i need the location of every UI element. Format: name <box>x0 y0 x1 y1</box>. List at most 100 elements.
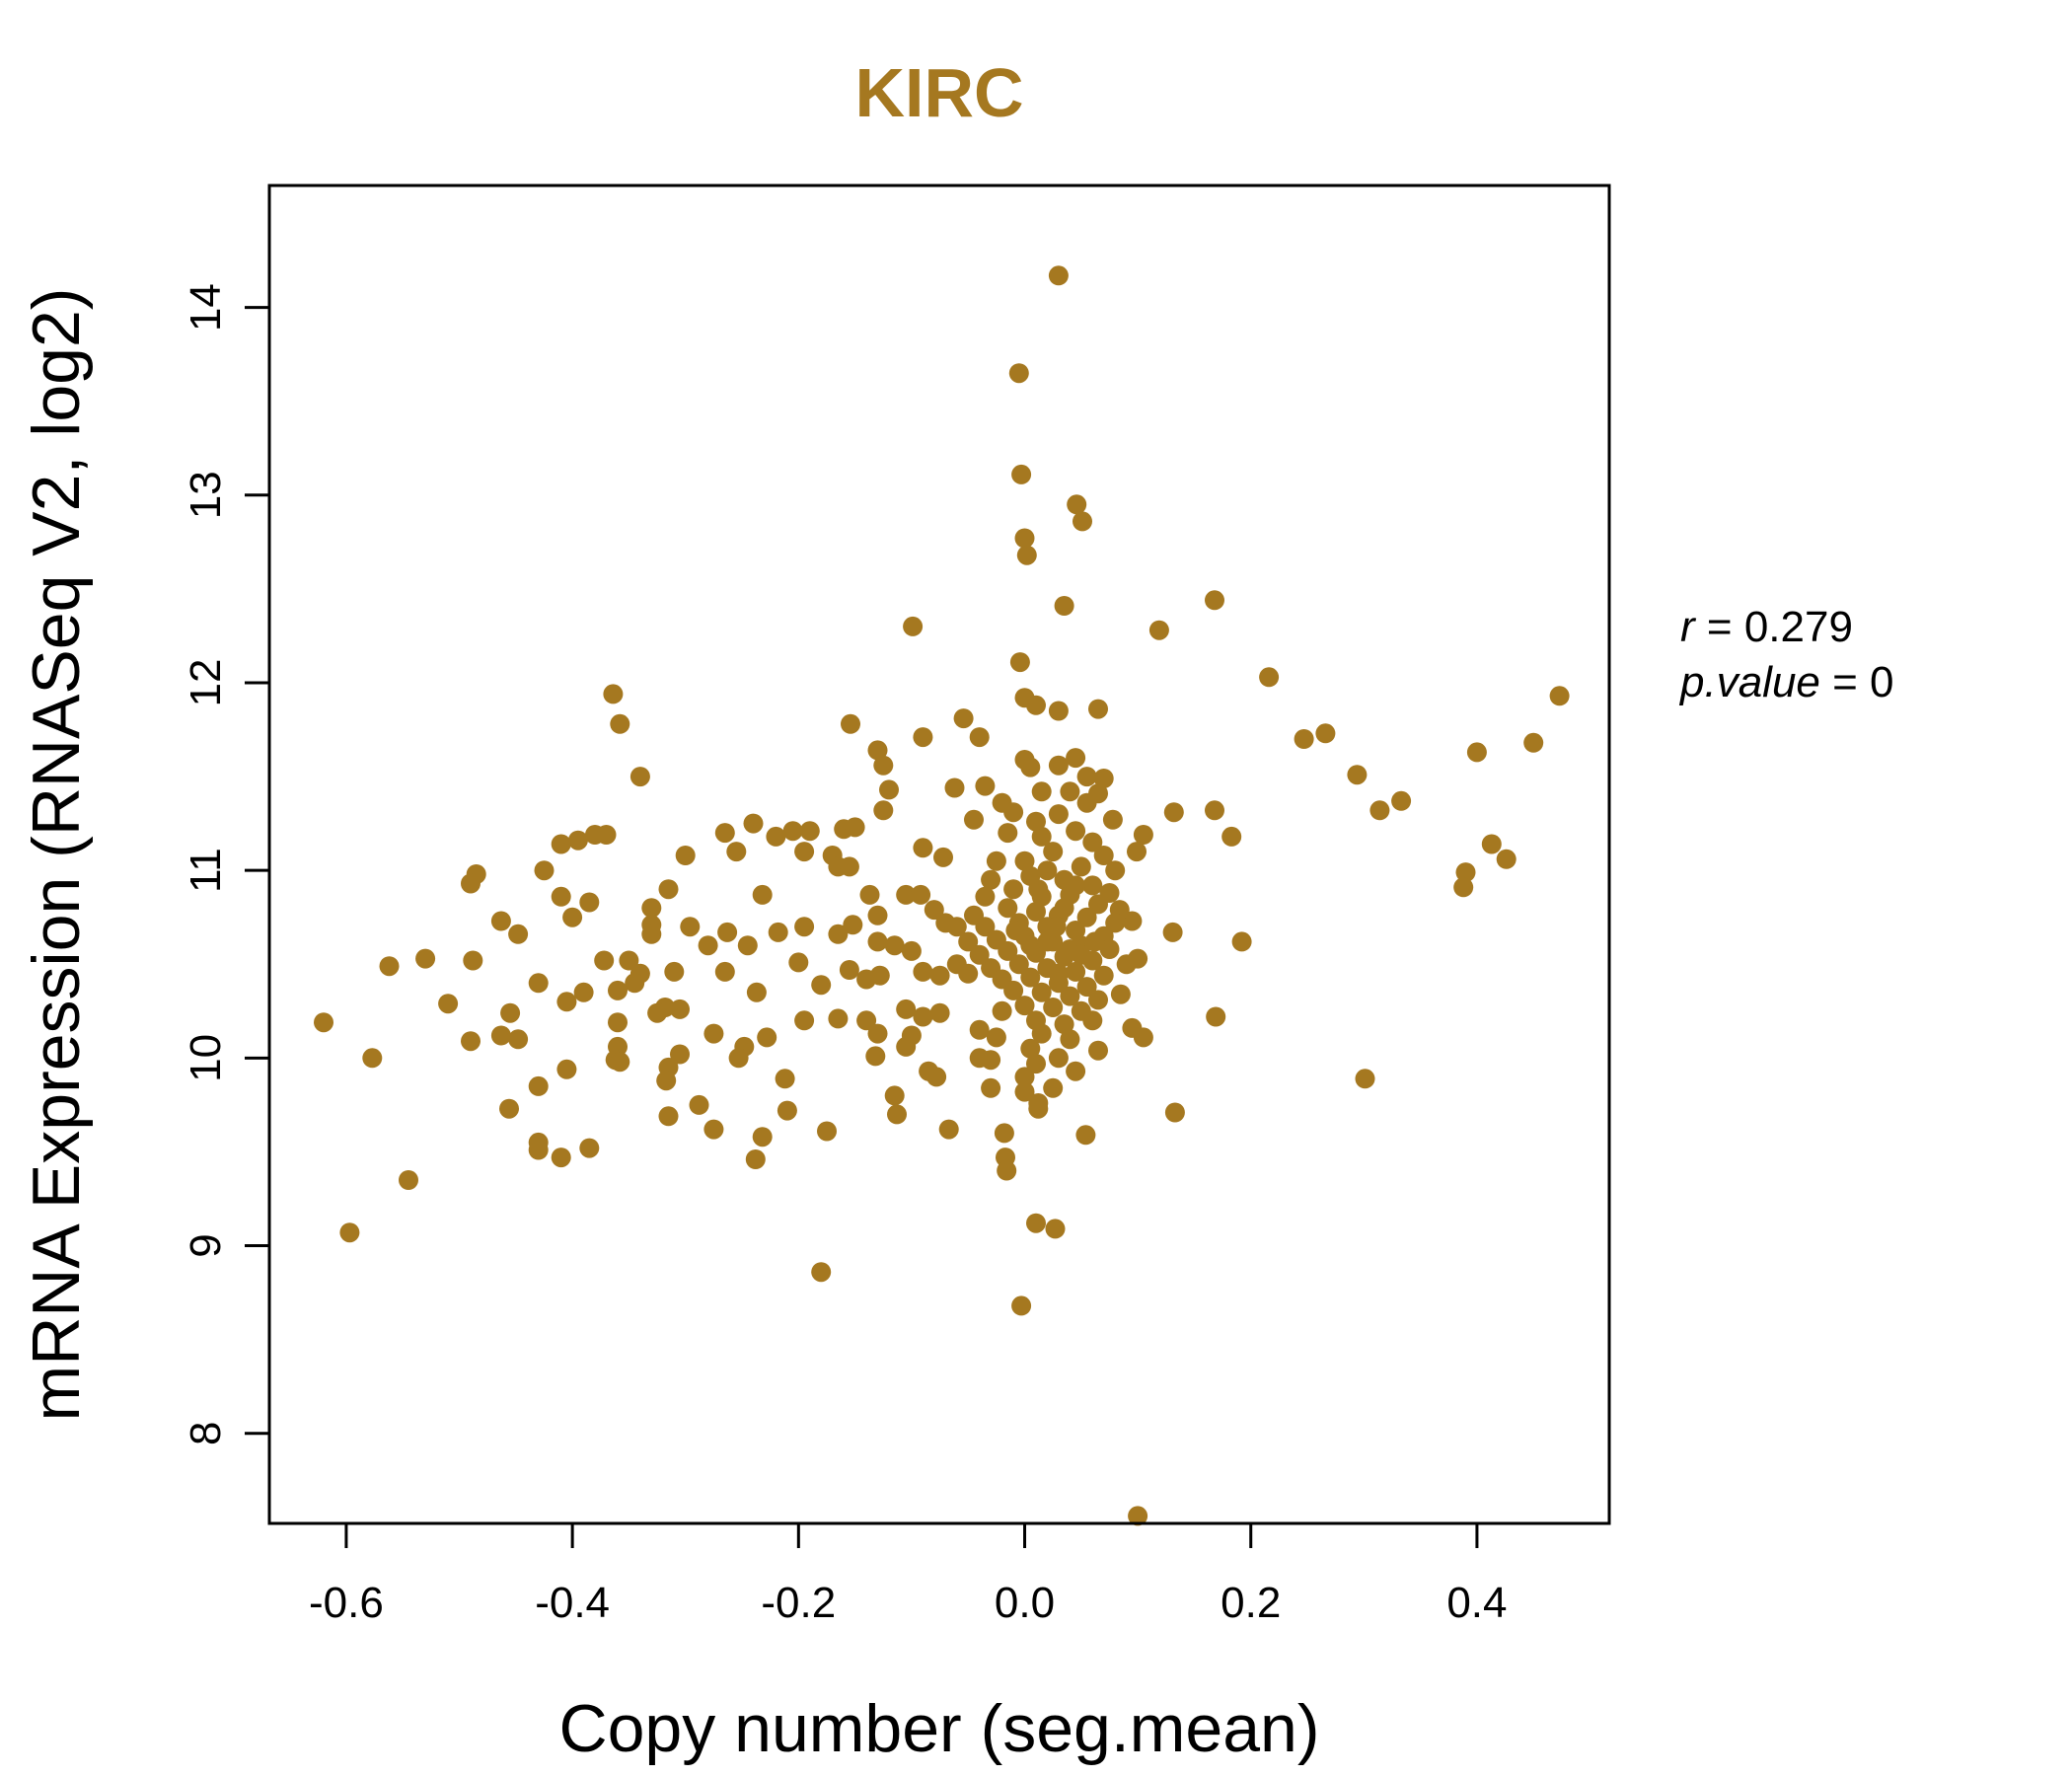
y-tick-label-6: 14 <box>182 283 230 332</box>
data-point-65 <box>1133 825 1153 845</box>
data-point-99 <box>958 963 979 984</box>
data-point-69 <box>551 886 571 907</box>
data-point-178 <box>777 1100 797 1121</box>
data-point-179 <box>817 1121 837 1142</box>
data-point-291 <box>1054 898 1074 919</box>
data-point-60 <box>1481 834 1502 854</box>
data-point-231 <box>1071 856 1091 877</box>
data-point-155 <box>670 1044 690 1065</box>
data-point-94 <box>884 935 905 956</box>
r-statistic: r = 0.279 <box>1680 603 1853 651</box>
data-point-82 <box>490 911 511 931</box>
y-tick-label-0: 8 <box>182 1421 230 1444</box>
data-point-167 <box>1066 1061 1086 1081</box>
data-point-49 <box>845 817 865 838</box>
data-point-190 <box>1206 1006 1226 1027</box>
data-point-135 <box>608 1012 628 1033</box>
data-point-181 <box>887 1104 907 1125</box>
data-point-176 <box>689 1094 709 1115</box>
data-point-46 <box>799 821 820 842</box>
data-point-117 <box>839 960 859 980</box>
data-point-287 <box>1020 1038 1041 1059</box>
data-point-266 <box>1008 954 1029 975</box>
data-point-21 <box>1088 699 1108 719</box>
data-point-31 <box>879 779 899 800</box>
y-axis-label: mRNA Expression (RNASeq V2, log2) <box>19 288 94 1422</box>
data-point-285 <box>1031 1023 1052 1044</box>
data-point-91 <box>698 935 718 956</box>
data-point-196 <box>752 1127 773 1147</box>
data-point-80 <box>843 915 863 935</box>
data-point-207 <box>1020 757 1041 777</box>
data-point-273 <box>1076 977 1097 998</box>
data-point-43 <box>743 813 764 834</box>
data-point-172 <box>556 1059 577 1079</box>
p-value-equals: = <box>1832 658 1870 706</box>
data-point-183 <box>994 1123 1014 1144</box>
x-tick-label-3: 0.0 <box>995 1579 1055 1627</box>
data-point-90 <box>641 924 662 944</box>
r-value: 0.279 <box>1744 603 1853 651</box>
data-point-124 <box>746 982 767 1002</box>
data-point-74 <box>859 884 880 905</box>
data-point-40 <box>551 834 571 854</box>
data-point-142 <box>856 1010 877 1031</box>
data-point-193 <box>579 1138 600 1158</box>
data-point-261 <box>998 940 1018 961</box>
data-point-218 <box>1076 792 1097 813</box>
data-point-93 <box>867 931 888 952</box>
data-point-68 <box>461 873 481 894</box>
data-point-125 <box>670 999 690 1019</box>
chart-title: KIRC <box>854 54 1023 131</box>
data-point-116 <box>811 975 832 996</box>
data-point-281 <box>992 1000 1012 1021</box>
data-point-297 <box>1046 917 1067 937</box>
data-point-64 <box>1127 842 1147 862</box>
data-point-152 <box>610 1052 630 1073</box>
data-point-32 <box>1347 765 1368 785</box>
data-point-163 <box>981 1050 1001 1071</box>
data-point-86 <box>717 922 738 942</box>
data-point-294 <box>1037 931 1058 952</box>
data-point-71 <box>658 879 679 900</box>
data-point-3 <box>1067 494 1087 515</box>
data-point-203 <box>811 1262 832 1283</box>
data-point-298 <box>1071 944 1091 965</box>
data-point-108 <box>379 956 400 977</box>
data-point-17 <box>953 708 974 729</box>
data-point-15 <box>610 713 630 734</box>
data-point-103 <box>1231 931 1252 952</box>
data-point-45 <box>766 826 786 847</box>
data-point-274 <box>1003 980 1024 1000</box>
data-point-148 <box>969 1019 990 1040</box>
data-point-109 <box>463 950 483 971</box>
data-point-278 <box>1014 996 1035 1016</box>
data-point-128 <box>556 992 577 1012</box>
data-point-200 <box>339 1222 360 1243</box>
data-point-227 <box>1105 860 1126 881</box>
data-point-241 <box>1088 894 1108 915</box>
x-axis-label: Copy number (seg.mean) <box>558 1691 1319 1766</box>
data-point-283 <box>1054 1014 1074 1035</box>
data-point-119 <box>869 965 890 986</box>
data-point-292 <box>1020 935 1041 956</box>
data-point-188 <box>1075 1125 1096 1146</box>
data-point-195 <box>745 1149 766 1169</box>
data-point-205 <box>1128 1506 1148 1526</box>
x-tick-label-5: 0.4 <box>1446 1579 1507 1627</box>
data-point-290 <box>1037 860 1058 881</box>
data-point-175 <box>658 1106 679 1127</box>
data-point-0 <box>1048 265 1069 286</box>
data-point-6 <box>1016 545 1037 565</box>
data-point-79 <box>867 905 888 925</box>
data-point-194 <box>551 1147 571 1168</box>
data-point-137 <box>703 1023 724 1044</box>
data-point-154 <box>656 1071 677 1091</box>
data-point-25 <box>1315 723 1336 744</box>
data-point-260 <box>969 944 990 965</box>
data-point-170 <box>1133 1027 1153 1048</box>
y-tick-label-2: 10 <box>182 1034 230 1082</box>
data-point-237 <box>975 886 996 907</box>
data-point-23 <box>969 727 990 748</box>
data-point-28 <box>867 740 888 761</box>
